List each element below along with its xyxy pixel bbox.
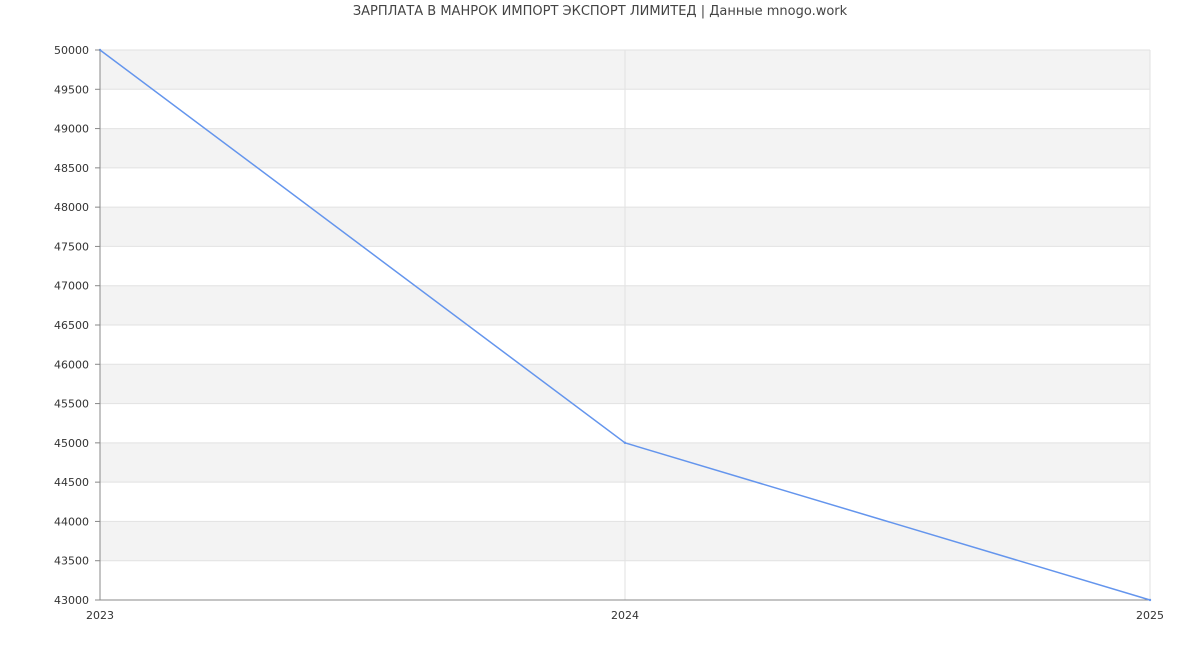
x-tick-label: 2025	[1136, 609, 1164, 622]
y-tick-label: 43500	[54, 555, 89, 568]
y-tick-label: 47000	[54, 280, 89, 293]
y-tick-label: 48500	[54, 162, 89, 175]
y-tick-label: 44500	[54, 476, 89, 489]
x-tick-label: 2024	[611, 609, 639, 622]
chart-title: ЗАРПЛАТА В МАНРОК ИМПОРТ ЭКСПОРТ ЛИМИТЕД…	[352, 4, 848, 19]
data-point	[623, 441, 627, 445]
y-tick-label: 44000	[54, 515, 89, 528]
y-axis-ticks: 43000 43500 44000 44500 45000 45500 46000 46500…	[54, 44, 100, 607]
series-group	[98, 48, 1152, 602]
y-tick-label: 49500	[54, 83, 89, 96]
y-tick-label: 48000	[54, 201, 89, 214]
y-tick-label: 50000	[54, 44, 89, 57]
x-tick-label: 2023	[86, 609, 114, 622]
y-tick-label: 47500	[54, 240, 89, 253]
y-tick-label: 45000	[54, 437, 89, 450]
y-tick-label: 49000	[54, 123, 89, 136]
data-point	[1148, 598, 1152, 602]
y-tick-label: 45500	[54, 398, 89, 411]
x-axis-ticks: 2023 2024 2025	[86, 609, 1164, 622]
y-tick-label: 46000	[54, 358, 89, 371]
y-tick-label: 43000	[54, 594, 89, 607]
y-tick-label: 46500	[54, 319, 89, 332]
